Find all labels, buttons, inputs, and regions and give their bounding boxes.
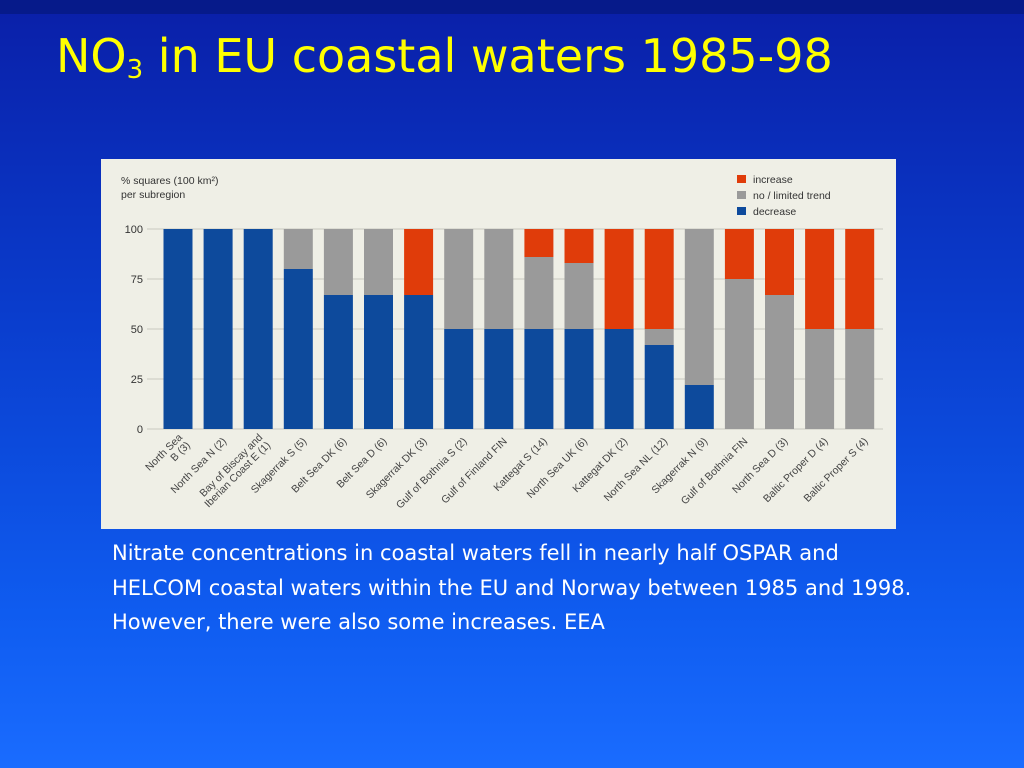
legend-label: decrease xyxy=(753,206,796,218)
bar-segment-no-limited-trend xyxy=(323,229,353,295)
bar-segment-no-limited-trend xyxy=(684,229,714,385)
bar-segment-no-limited-trend xyxy=(644,329,674,345)
y-axis: 0 25 50 75 100 xyxy=(125,224,143,436)
caption-paragraph-1: Nitrate concentrations in coastal waters… xyxy=(112,541,912,600)
bar-segment-increase xyxy=(724,229,754,279)
title-subscript: 3 xyxy=(126,55,144,85)
legend-swatch xyxy=(737,191,746,199)
bar-segment-no-limited-trend xyxy=(805,329,835,429)
x-tick-label: Gulf of Bothnia S (2) xyxy=(394,435,470,511)
legend-swatch xyxy=(737,175,746,183)
bar-segment-decrease xyxy=(163,229,193,429)
bar-segment-no-limited-trend xyxy=(524,257,554,329)
bar-segment-no-limited-trend xyxy=(564,263,594,329)
bar-segment-decrease xyxy=(283,269,313,429)
title-chemical: NO xyxy=(56,29,127,83)
bar-segment-increase xyxy=(805,229,835,329)
bar-segment-decrease xyxy=(604,329,634,429)
bar-segment-no-limited-trend xyxy=(484,229,514,329)
x-tick-label-line: Gulf of Bothnia S (2) xyxy=(394,435,470,511)
bar-segment-no-limited-trend xyxy=(765,295,794,429)
legend-label: increase xyxy=(753,174,793,186)
bar-segment-no-limited-trend xyxy=(364,229,393,295)
bar-segment-increase xyxy=(765,229,794,295)
y-tick-label: 25 xyxy=(131,374,143,386)
y-tick-label: 100 xyxy=(125,224,143,236)
legend-label: no / limited trend xyxy=(753,190,831,202)
bar-segment-increase xyxy=(404,229,434,295)
top-bar xyxy=(0,0,1024,14)
y-axis-label-line1: % squares (100 km²) xyxy=(121,175,218,187)
title-text: in EU coastal waters 1985-98 xyxy=(143,29,833,83)
bar-segment-increase xyxy=(604,229,634,329)
bar-segment-increase xyxy=(564,229,594,263)
y-tick-label: 0 xyxy=(137,424,143,436)
bar-segment-decrease xyxy=(684,385,714,429)
bar-segment-increase xyxy=(524,229,554,257)
y-tick-label: 50 xyxy=(131,324,143,336)
bar-segment-decrease xyxy=(644,345,674,429)
bar-segment-decrease xyxy=(323,295,353,429)
x-tick-label-line: Gulf of Bothnia FIN xyxy=(679,435,751,507)
y-axis-label-line2: per subregion xyxy=(121,189,185,201)
bar-segment-decrease xyxy=(203,229,233,429)
caption-paragraph-2: However, there were also some increases.… xyxy=(112,610,605,634)
bar-segment-no-limited-trend xyxy=(845,329,875,429)
legend: increase no / limited trend decrease xyxy=(737,174,831,218)
bar-segment-decrease xyxy=(243,229,273,429)
bar-segment-decrease xyxy=(484,329,514,429)
bar-segment-increase xyxy=(644,229,674,329)
bar-segment-decrease xyxy=(564,329,594,429)
slide-title: NO3 in EU coastal waters 1985-98 xyxy=(56,26,956,100)
bar-segment-decrease xyxy=(364,295,393,429)
bar-segment-no-limited-trend xyxy=(283,229,313,269)
bar-segment-no-limited-trend xyxy=(724,279,754,429)
x-tick-label: Gulf of Bothnia FIN xyxy=(679,435,751,507)
bar-segment-no-limited-trend xyxy=(444,229,474,329)
bar-segment-decrease xyxy=(404,295,434,429)
bars xyxy=(163,229,875,429)
y-tick-label: 75 xyxy=(131,274,143,286)
bar-segment-decrease xyxy=(524,329,554,429)
chart-panel: 0 25 50 75 100 North Sea B (3) North Sea N (2)… xyxy=(101,159,896,529)
caption: Nitrate concentrations in coastal waters… xyxy=(112,536,912,640)
bar-segment-decrease xyxy=(444,329,474,429)
bar-segment-increase xyxy=(845,229,875,329)
legend-swatch xyxy=(737,207,746,215)
